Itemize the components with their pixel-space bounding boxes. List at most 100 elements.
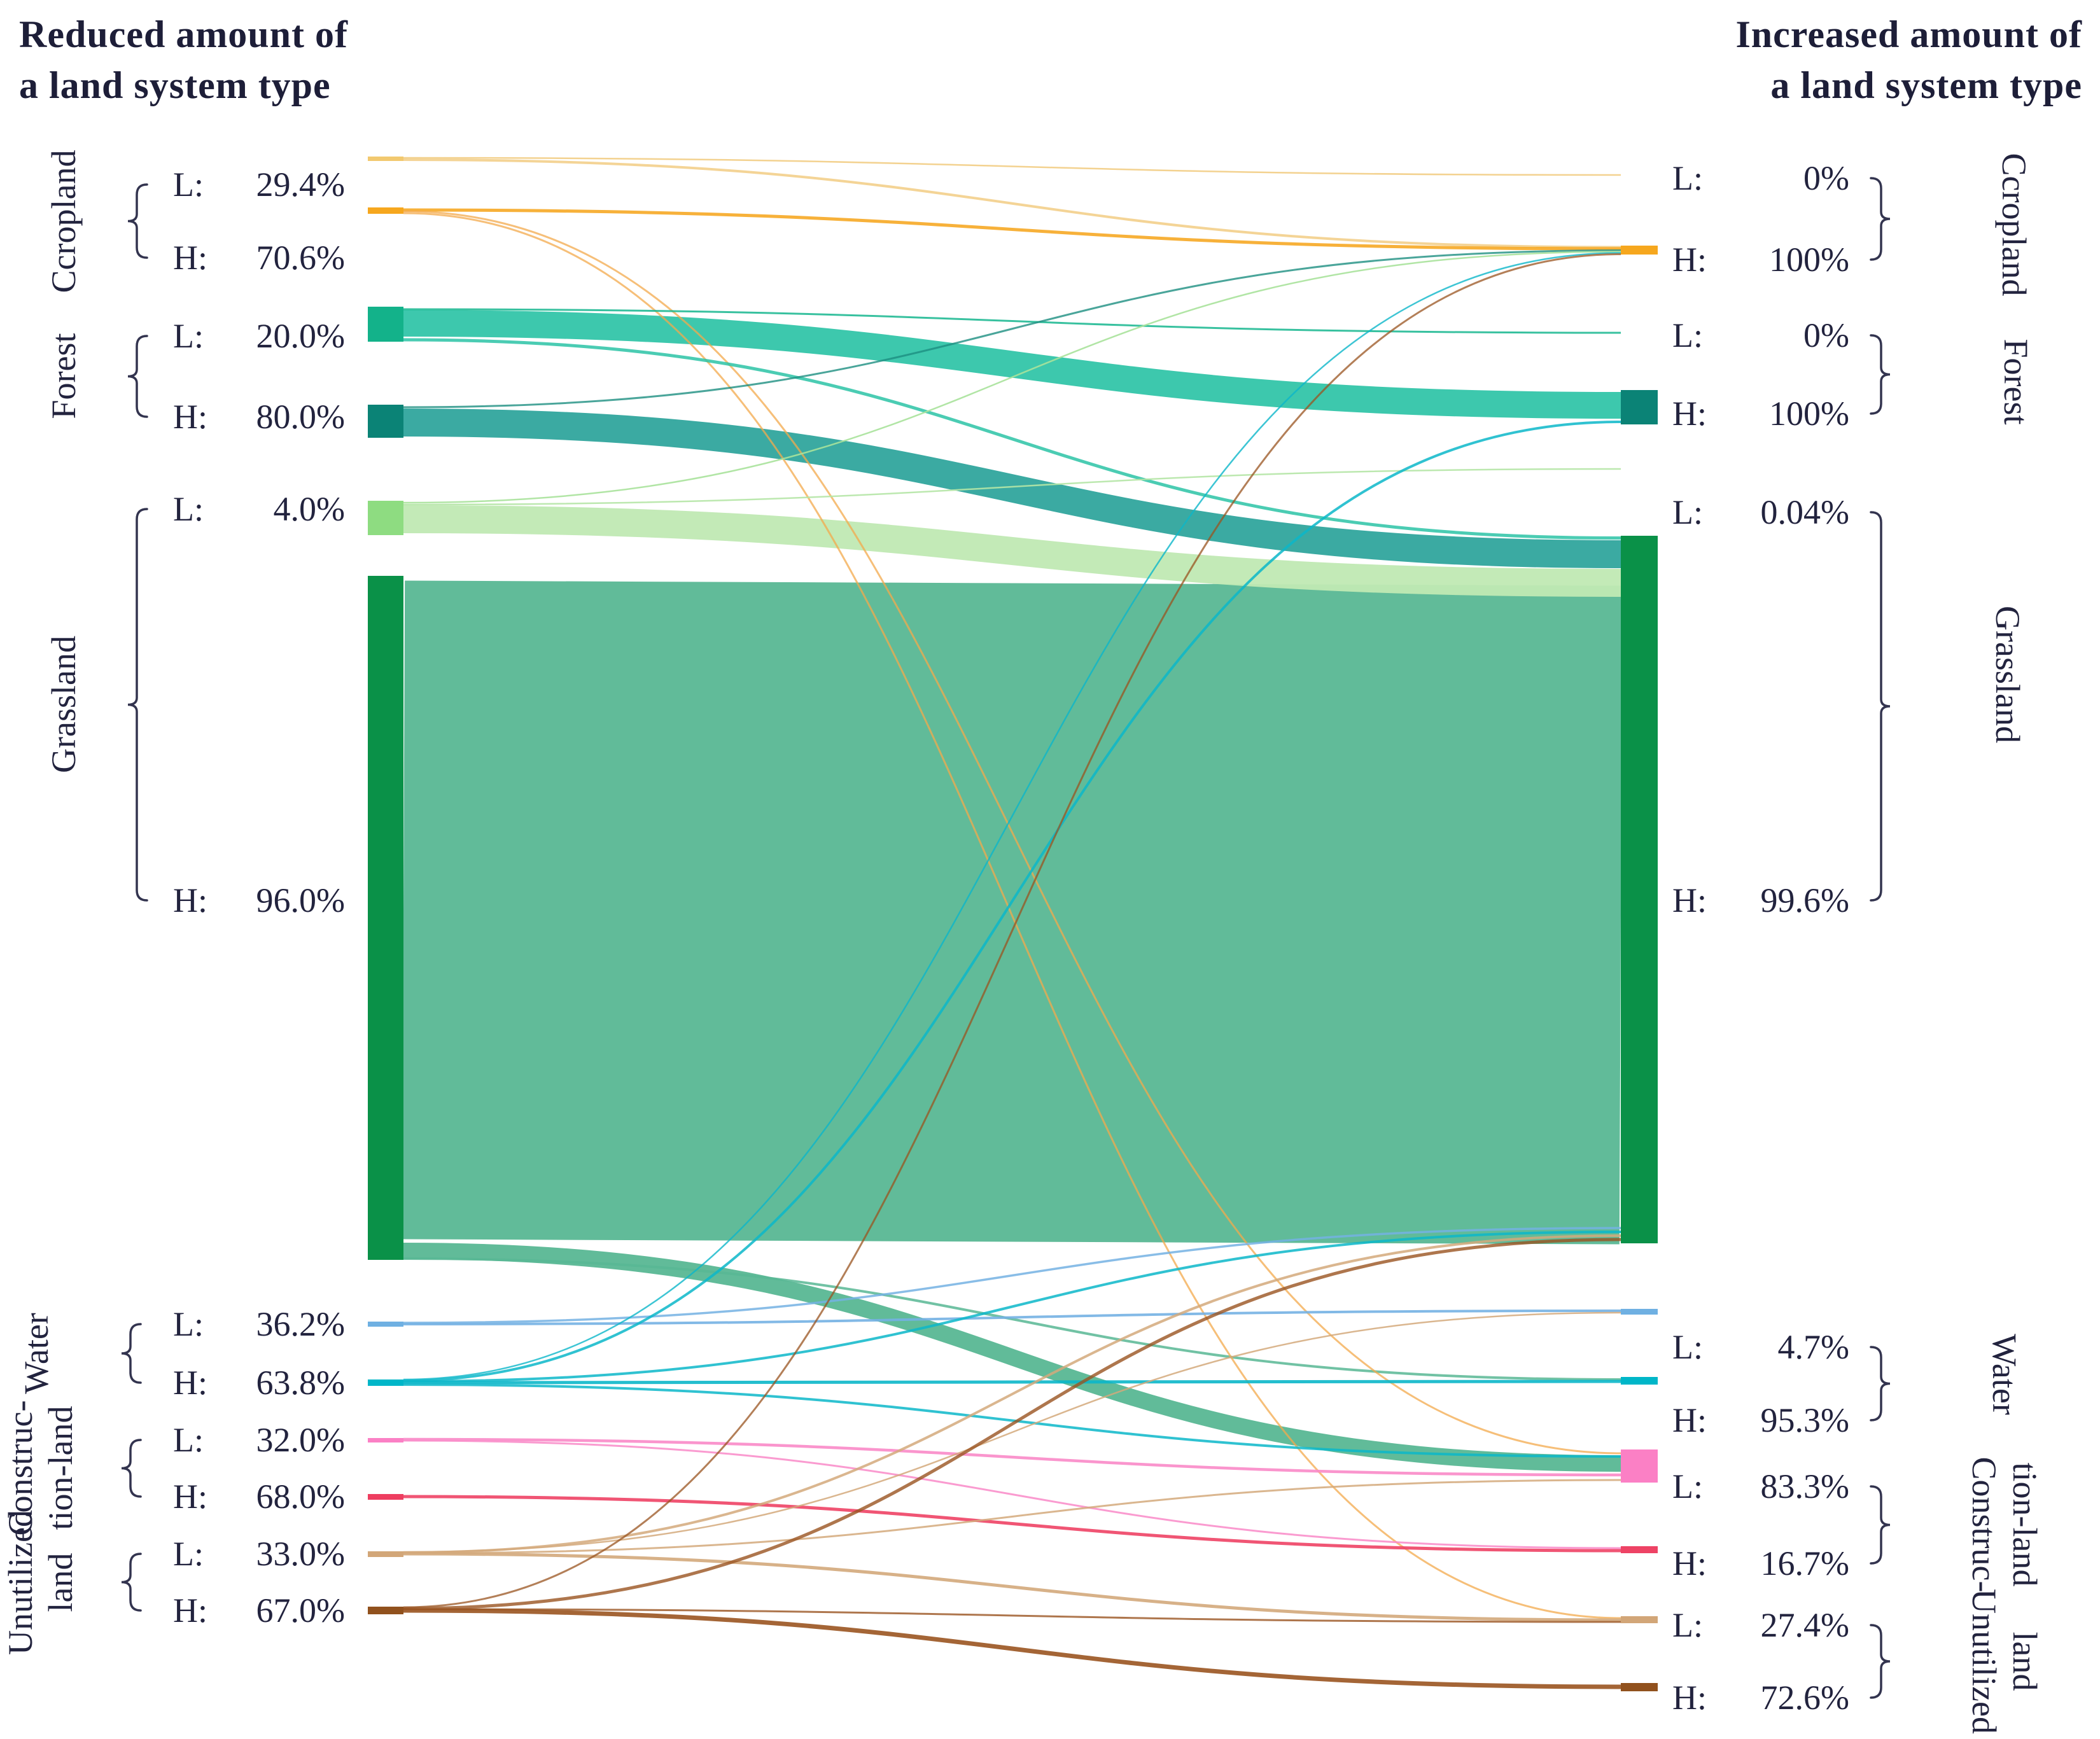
label-unuL_r-value: 27.4% (1761, 1606, 1849, 1644)
category-label-right-ccropland: Ccropland (1995, 153, 2033, 297)
brace-right-10 (1870, 1485, 1891, 1565)
node-forL (368, 307, 403, 342)
label-unuH_r-value: 72.6% (1761, 1679, 1849, 1717)
category-label-left-tionland: tion-land (41, 1406, 80, 1530)
brace-right-8 (1870, 511, 1891, 902)
category-label-left-construc: Construc- (1, 1400, 39, 1536)
brace-left-2 (127, 508, 148, 902)
node-conL_r (1621, 1449, 1658, 1483)
category-label-right-water: Water (1985, 1334, 2024, 1415)
label-graH_r-prefix: H: (1672, 881, 1707, 919)
brace-left-1 (127, 335, 148, 418)
flow-unuH-cropH_r (403, 253, 1621, 1609)
label-graH-value: 96.0% (256, 881, 345, 919)
category-labels-layer: Ccropland Forest Grassland Water Construc-ti… (1, 150, 2044, 1734)
label-graL_r-value: 0.04% (1761, 493, 1849, 531)
node-graL (368, 501, 403, 535)
label-cropL-value: 29.4% (256, 165, 345, 204)
label-watL-value: 36.2% (256, 1305, 345, 1343)
label-forL-value: 20.0% (256, 317, 345, 355)
brace-left-4 (121, 1439, 142, 1498)
label-cropH-prefix: H: (173, 239, 207, 277)
node-cropH (368, 207, 403, 214)
label-watH_r-value: 95.3% (1761, 1401, 1849, 1439)
flow-watH-conL_r (403, 1383, 1621, 1458)
right-title-line1: Increased amount of (1735, 13, 2082, 55)
right-title-line2: a land system type (1770, 64, 2082, 106)
flow-graH-graH_r (403, 580, 1621, 1245)
label-forH_r-prefix: H: (1672, 395, 1707, 433)
node-unuL (368, 1551, 403, 1557)
label-cropL_r-value: 0% (1803, 159, 1849, 197)
flow-forL-forL_r (403, 308, 1621, 334)
brace-right-7 (1870, 334, 1891, 415)
label-conH-value: 68.0% (256, 1477, 345, 1516)
flow-watH-watH_r (403, 1379, 1621, 1385)
node-conH_r (1621, 1546, 1658, 1553)
node-cropH_r (1621, 246, 1658, 255)
label-forH-prefix: H: (173, 398, 207, 436)
flow-forH-cropH_r (403, 249, 1621, 409)
flow-watH-forH_r (403, 421, 1621, 1382)
right-axis-title: Increased amount of a land system type (1735, 9, 2082, 111)
flow-links-layer (403, 157, 1621, 1689)
label-conH_r-prefix: H: (1672, 1544, 1707, 1582)
node-watL (368, 1322, 403, 1327)
label-unuH-value: 67.0% (256, 1591, 345, 1630)
label-forL_r-value: 0% (1803, 316, 1849, 354)
node-forH (368, 405, 403, 438)
flow-forL-graH_r (403, 338, 1621, 540)
brace-right-11 (1870, 1624, 1891, 1699)
category-label-left-water: Water (17, 1313, 55, 1394)
flow-conL-conL_r (403, 1437, 1621, 1477)
node-graH_r (1621, 536, 1658, 1243)
category-label-left-unutilized: Unutilized (1, 1510, 39, 1655)
label-watH-prefix: H: (173, 1364, 207, 1402)
label-graH-prefix: H: (173, 881, 207, 919)
label-cropL-prefix: L: (173, 165, 204, 204)
flow-watL-graH_r (403, 1227, 1621, 1324)
category-label-left-ccropland: Ccropland (45, 150, 83, 293)
flow-watH-cropH_r (403, 252, 1621, 1381)
left-axis-title: Reduced amount of a land system type (19, 9, 348, 111)
node-unuH_r (1621, 1683, 1658, 1691)
flow-conL-conH_r (403, 1439, 1621, 1549)
labels-layer: L: 29.4% H: 70.6% L: 20.0% H: 80.0% L: 4.0% H: 96.0… (173, 159, 1849, 1717)
label-conL-prefix: L: (173, 1421, 204, 1459)
node-watH (368, 1379, 403, 1386)
flow-unuL-conL_r (403, 1479, 1621, 1554)
label-conL_r-value: 83.3% (1761, 1467, 1849, 1505)
brace-right-9 (1870, 1346, 1891, 1421)
label-forH-value: 80.0% (256, 398, 345, 436)
label-unuL-value: 33.0% (256, 1535, 345, 1573)
brace-left-3 (121, 1323, 142, 1384)
label-watH-value: 63.8% (256, 1364, 345, 1402)
label-cropH-value: 70.6% (256, 239, 345, 277)
node-unuL_r (1621, 1616, 1658, 1623)
flow-graL-cropH_r (403, 251, 1621, 504)
flow-forL-forH_r (403, 310, 1621, 419)
flow-watH-graH_r (403, 1231, 1621, 1383)
flow-graH-conL_r (403, 1243, 1621, 1472)
label-forH_r-value: 100% (1769, 395, 1849, 433)
label-conL-value: 32.0% (256, 1421, 345, 1459)
flow-watL-watL_r (403, 1309, 1621, 1325)
label-cropH_r-prefix: H: (1672, 241, 1707, 279)
brace-left-0 (127, 183, 148, 259)
flow-graL-graL_r (403, 468, 1621, 506)
label-conL_r-prefix: L: (1672, 1467, 1703, 1505)
label-unuL-prefix: L: (173, 1535, 204, 1573)
flow-cropH-cropH_r (403, 208, 1621, 251)
flow-cropH-conL_r (403, 210, 1621, 1455)
category-label-left-grassland: Grassland (45, 636, 83, 773)
brace-left-5 (121, 1553, 142, 1612)
node-watL_r (1621, 1309, 1658, 1315)
label-graL_r-prefix: L: (1672, 493, 1703, 531)
node-cropL (368, 157, 403, 161)
node-bars-layer (368, 157, 1658, 1691)
label-conH-prefix: H: (173, 1477, 207, 1516)
flow-graL-graH_r (403, 505, 1621, 597)
label-watL-prefix: L: (173, 1305, 204, 1343)
